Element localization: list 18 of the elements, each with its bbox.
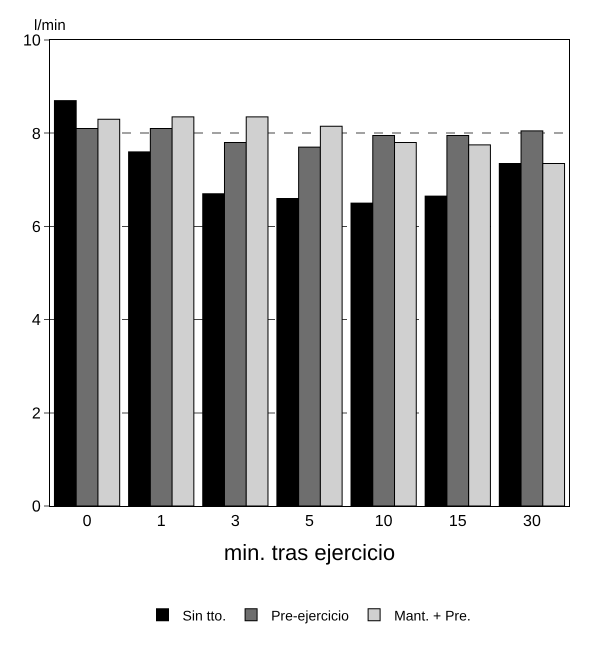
x-tick-label: 30 <box>523 513 541 530</box>
y-tick-label: 0 <box>32 498 41 516</box>
y-axis-title: l/min <box>34 17 66 34</box>
x-tick-label: 10 <box>374 513 393 530</box>
x-axis-title: min. tras ejercicio <box>224 540 396 566</box>
x-tick-label: 1 <box>156 513 166 530</box>
y-tick-label: 10 <box>23 32 41 50</box>
x-tick-label: 0 <box>82 513 92 530</box>
legend-label: Sin tto. <box>182 607 226 624</box>
y-tick-label: 8 <box>32 126 41 143</box>
x-tick-label: 3 <box>230 513 240 530</box>
y-tick-label: 4 <box>32 312 41 330</box>
y-tick-label: 6 <box>32 219 41 236</box>
x-tick-label: 15 <box>448 513 467 530</box>
x-tick-label: 5 <box>305 513 314 530</box>
legend-label: Mant. + Pre. <box>394 607 471 624</box>
legend-label: Pre-ejercicio <box>271 607 350 624</box>
y-tick-label: 2 <box>32 405 41 422</box>
